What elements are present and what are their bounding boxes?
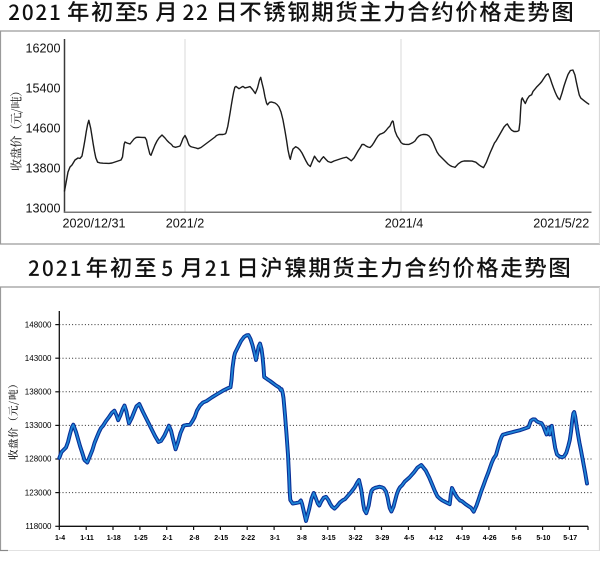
svg-text:16200: 16200: [25, 41, 60, 55]
svg-text:118000: 118000: [25, 522, 52, 531]
svg-text:2021/5/22: 2021/5/22: [533, 216, 589, 230]
svg-text:4-19: 4-19: [456, 535, 470, 542]
svg-text:14600: 14600: [25, 121, 60, 135]
svg-text:15400: 15400: [25, 81, 60, 95]
svg-text:2021/2: 2021/2: [166, 216, 205, 230]
svg-text:4-12: 4-12: [429, 535, 443, 542]
svg-text:5-17: 5-17: [563, 535, 577, 542]
svg-text:148000: 148000: [25, 320, 52, 329]
svg-text:1-11: 1-11: [80, 535, 94, 542]
svg-text:2-15: 2-15: [214, 535, 228, 542]
svg-text:2-8: 2-8: [189, 535, 199, 542]
svg-text:3-1: 3-1: [270, 535, 280, 542]
svg-text:1-25: 1-25: [134, 535, 148, 542]
svg-text:13000: 13000: [25, 201, 60, 215]
svg-text:4-26: 4-26: [483, 535, 497, 542]
svg-text:1-18: 1-18: [107, 535, 121, 542]
svg-text:3-22: 3-22: [348, 535, 362, 542]
svg-text:3-15: 3-15: [322, 535, 336, 542]
svg-text:123000: 123000: [25, 488, 52, 497]
svg-text:3-29: 3-29: [375, 535, 389, 542]
svg-text:2020/12/31: 2020/12/31: [62, 216, 125, 230]
svg-text:4-5: 4-5: [404, 535, 414, 542]
svg-text:1-4: 1-4: [55, 535, 65, 542]
svg-text:3-8: 3-8: [297, 535, 307, 542]
svg-text:143000: 143000: [25, 354, 52, 363]
svg-text:2-1: 2-1: [162, 535, 172, 542]
svg-text:128000: 128000: [25, 455, 52, 464]
svg-text:138000: 138000: [25, 388, 52, 397]
svg-text:5-6: 5-6: [511, 535, 521, 542]
svg-text:5-10: 5-10: [536, 535, 550, 542]
svg-text:13800: 13800: [25, 161, 60, 175]
svg-text:2-22: 2-22: [241, 535, 255, 542]
svg-text:2021/4: 2021/4: [385, 216, 424, 230]
svg-text:133000: 133000: [25, 421, 52, 430]
